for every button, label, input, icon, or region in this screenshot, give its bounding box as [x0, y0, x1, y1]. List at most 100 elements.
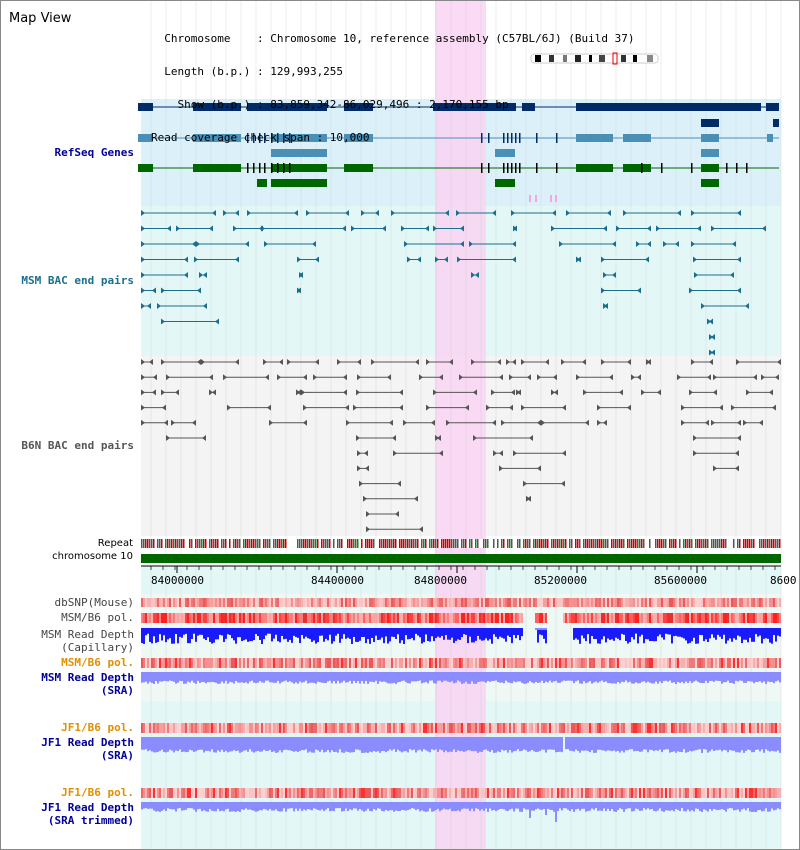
jf1-b6-pol-cell — [515, 723, 517, 733]
jf1-b6-pol-2-cell — [693, 788, 695, 798]
label-msm-read-depth-capillary[interactable]: MSM Read Depth — [41, 628, 134, 641]
repeat-element — [483, 539, 485, 548]
msm-depth-capillary-bar — [219, 628, 221, 635]
msm-depth-sra-bar — [313, 672, 315, 683]
dbsnp-cell — [611, 598, 613, 607]
msm-depth-capillary-bar — [727, 628, 729, 641]
jf1-depth-sra-bar — [727, 737, 729, 753]
jf1-depth-trim-bar — [573, 802, 575, 812]
repeat-element — [339, 539, 341, 548]
jf1-depth-trim-bar — [457, 802, 459, 811]
msm-depth-sra-bar — [771, 672, 773, 682]
label-msm-b6-pol-1[interactable]: MSM/B6 pol. — [61, 611, 134, 624]
jf1-depth-sra-bar — [323, 737, 325, 753]
msm-bac-pair-end — [444, 256, 448, 263]
msm-b6-pol-cell — [597, 613, 599, 623]
jf1-b6-pol-2-cell — [707, 788, 709, 798]
label-jf1-b6-pol-1[interactable]: JF1/B6 pol. — [61, 721, 134, 734]
jf1-depth-sra-bar — [741, 737, 743, 751]
msm-b6-pol-2-cell — [557, 658, 559, 668]
jf1-depth-sra-bar — [529, 737, 531, 752]
jf1-b6-pol-cell — [439, 723, 441, 733]
msm-bac-pair-end — [701, 303, 705, 309]
jf1-depth-sra-bar — [245, 737, 247, 751]
jf1-b6-pol-cell — [233, 723, 235, 733]
jf1-depth-trim-bar — [577, 802, 579, 809]
msm-b6-pol-cell — [491, 613, 493, 623]
dbsnp-cell — [775, 598, 777, 607]
jf1-b6-pol-2-cell — [407, 788, 409, 798]
jf1-depth-trim-bar — [387, 802, 389, 811]
label-refseq-genes[interactable]: RefSeq Genes — [54, 146, 134, 159]
jf1-b6-pol-2-cell — [233, 788, 235, 798]
label-b6n-bac[interactable]: B6N BAC end pairs — [21, 439, 134, 452]
msm-b6-pol-cell — [197, 613, 199, 623]
msm-depth-capillary-bar — [469, 628, 471, 637]
msm-depth-capillary-bar — [161, 628, 163, 641]
msm-depth-sra-bar — [359, 672, 361, 684]
jf1-b6-pol-cell — [671, 723, 673, 733]
msm-b6-pol-cell — [343, 613, 345, 623]
jf1-b6-pol-2-cell — [293, 788, 295, 798]
label-jf1-b6-pol-2[interactable]: JF1/B6 pol. — [61, 786, 134, 799]
jf1-depth-trim-bar — [227, 802, 229, 809]
repeat-element — [733, 539, 735, 548]
msm-depth-capillary-bar — [587, 628, 589, 635]
msm-b6-pol-cell — [443, 613, 445, 623]
label-jf1-read-depth-sra[interactable]: JF1 Read Depth — [41, 736, 134, 749]
jf1-b6-pol-cell — [611, 723, 613, 733]
b6n-bac-pair-end — [647, 359, 651, 365]
label-jf1-read-depth-trimmed[interactable]: JF1 Read Depth — [41, 801, 134, 814]
jf1-depth-sra-bar — [683, 737, 685, 750]
jf1-depth-trim-bar — [615, 802, 617, 812]
b6n-bac-pair-end — [209, 374, 213, 381]
msm-depth-sra-bar — [339, 672, 341, 684]
jf1-depth-trim-bar — [663, 802, 665, 812]
label-msm-bac[interactable]: MSM BAC end pairs — [21, 274, 134, 287]
msm-depth-sra-bar — [721, 672, 723, 684]
msm-b6-pol-2-cell — [435, 658, 437, 668]
jf1-depth-trim-bar — [251, 802, 253, 811]
msm-bac-pair-end — [209, 225, 213, 232]
jf1-depth-sra-bar — [633, 737, 635, 752]
msm-depth-capillary-bar — [175, 628, 177, 635]
msm-depth-capillary-bar — [473, 628, 475, 643]
msm-b6-pol-2-cell — [561, 658, 563, 668]
msm-depth-sra-bar — [235, 672, 237, 682]
jf1-depth-trim-bar — [413, 802, 415, 809]
msm-depth-capillary-bar — [241, 628, 243, 642]
jf1-b6-pol-cell — [285, 723, 287, 733]
dbsnp-cell — [155, 598, 157, 607]
msm-depth-capillary-bar — [543, 628, 545, 639]
msm-depth-sra-bar — [369, 672, 371, 682]
jf1-b6-pol-cell — [481, 723, 483, 733]
msm-depth-sra-bar — [423, 672, 425, 683]
jf1-b6-pol-2-cell — [441, 788, 443, 798]
msm-b6-pol-cell — [339, 613, 341, 623]
b6n-bac-pair-end — [627, 359, 631, 365]
jf1-b6-pol-cell — [335, 723, 337, 733]
dbsnp-cell — [625, 598, 627, 607]
msm-depth-capillary-bar — [235, 628, 237, 644]
msm-depth-sra-bar — [259, 672, 261, 682]
label-msm-read-depth-sra[interactable]: MSM Read Depth — [41, 671, 134, 684]
jf1-b6-pol-cell — [199, 723, 201, 733]
dbsnp-cell — [329, 598, 331, 607]
msm-bac-pair-end — [141, 272, 145, 278]
msm-depth-capillary-bar — [615, 628, 617, 638]
b6n-bac-pair-end — [709, 359, 713, 365]
label-msm-b6-pol-2[interactable]: MSM/B6 pol. — [61, 656, 134, 669]
repeat-element — [157, 539, 159, 548]
jf1-b6-pol-2-cell — [333, 788, 335, 798]
msm-b6-pol-cell — [573, 613, 575, 623]
msm-depth-sra-bar — [659, 672, 661, 682]
jf1-b6-pol-cell — [433, 723, 435, 733]
dbsnp-cell — [667, 598, 669, 607]
repeat-element — [175, 539, 177, 548]
msm-b6-pol-2-cell — [413, 658, 415, 668]
jf1-b6-pol-cell — [405, 723, 407, 733]
jf1-b6-pol-cell — [683, 723, 685, 733]
label-dbsnp[interactable]: dbSNP(Mouse) — [54, 596, 134, 609]
jf1-b6-pol-2-cell — [603, 788, 605, 798]
dbsnp-cell — [495, 598, 497, 607]
